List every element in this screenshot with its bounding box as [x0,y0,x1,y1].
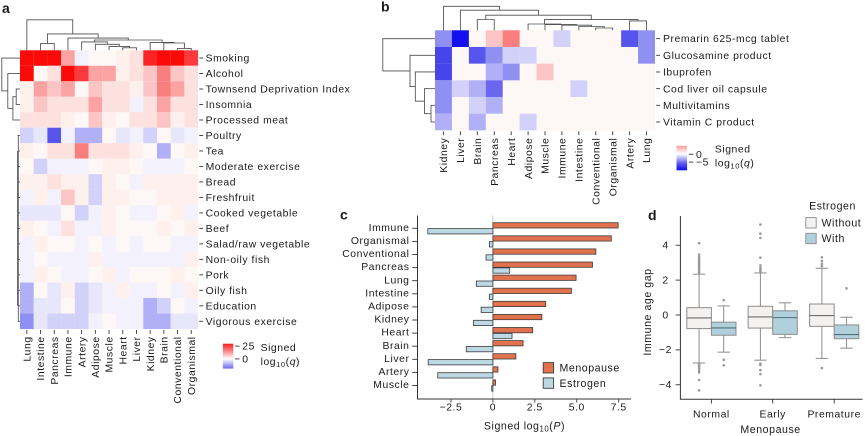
svg-text:Premature: Premature [807,409,860,420]
svg-text:Immune age gap: Immune age gap [642,268,654,355]
svg-text:Vigorous exercise: Vigorous exercise [206,317,298,328]
svg-text:Adipose: Adipose [91,336,102,377]
svg-text:Glucosamine product: Glucosamine product [663,51,772,62]
svg-text:Lung: Lung [642,138,653,163]
svg-text:−4: −4 [659,380,672,391]
svg-text:Lung: Lung [23,336,34,361]
svg-text:−2.5: −2.5 [440,402,463,413]
svg-text:−5: −5 [696,158,709,169]
svg-text:Brain: Brain [473,138,484,165]
svg-text:Signed log10(P): Signed log10(P) [484,420,565,433]
svg-text:Brain: Brain [160,336,171,363]
svg-text:Intestine: Intestine [365,288,409,299]
svg-text:Intestine: Intestine [36,336,47,380]
svg-text:2.5: 2.5 [527,402,543,413]
svg-text:d: d [648,207,657,223]
svg-text:Premarin 625-mcg tablet: Premarin 625-mcg tablet [663,34,789,45]
svg-text:Estrogen: Estrogen [560,378,607,390]
svg-text:Pancreas: Pancreas [490,138,501,186]
svg-text:a: a [2,0,10,16]
svg-text:Menopause: Menopause [740,424,800,436]
svg-text:5.0: 5.0 [569,402,585,413]
svg-text:Conventional: Conventional [173,336,184,403]
svg-text:0: 0 [242,355,248,366]
svg-text:Moderate exercise: Moderate exercise [206,162,301,173]
svg-text:0: 0 [662,310,668,321]
svg-text:Lung: Lung [384,275,409,286]
svg-text:Heart: Heart [381,328,409,339]
svg-text:log10(q): log10(q) [715,158,754,170]
svg-text:0: 0 [490,402,496,413]
svg-text:Kidney: Kidney [146,336,157,371]
svg-text:c: c [340,207,348,223]
svg-text:Artery: Artery [77,336,88,367]
svg-text:Salad/raw vegetable: Salad/raw vegetable [206,239,311,250]
svg-text:Early: Early [759,409,786,420]
svg-text:Pancreas: Pancreas [50,336,61,384]
svg-text:Menopause: Menopause [560,363,620,375]
svg-text:Organismal: Organismal [608,138,619,197]
svg-text:0: 0 [696,150,702,161]
svg-text:Processed meat: Processed meat [206,116,289,127]
svg-text:Artery: Artery [625,137,636,168]
svg-text:Normal: Normal [693,409,730,420]
svg-text:4: 4 [662,241,668,252]
svg-text:Adipose: Adipose [368,302,409,313]
svg-text:Heart: Heart [118,336,129,364]
svg-text:Conventional: Conventional [342,249,409,260]
svg-text:Liver: Liver [456,138,467,163]
svg-text:Cooked vegetable: Cooked vegetable [206,208,299,219]
svg-text:Artery: Artery [378,367,409,378]
svg-text:Signed: Signed [261,343,297,354]
svg-text:Alcohol: Alcohol [206,69,244,80]
svg-text:Conventional: Conventional [591,138,602,205]
svg-text:Without: Without [822,218,862,230]
svg-text:Muscle: Muscle [105,336,116,372]
svg-text:Brain: Brain [382,341,409,352]
svg-text:Organismal: Organismal [187,336,198,395]
svg-text:Freshfruit: Freshfruit [206,193,255,204]
svg-text:Multivitamins: Multivitamins [663,101,730,112]
svg-text:Muscle: Muscle [373,380,409,391]
svg-text:Bread: Bread [206,178,236,189]
svg-text:Beef: Beef [206,224,230,235]
svg-text:Vitamin C product: Vitamin C product [663,118,755,129]
svg-text:Kidney: Kidney [439,137,450,172]
svg-text:Muscle: Muscle [541,138,552,174]
svg-text:Pork: Pork [206,270,230,281]
svg-text:25: 25 [242,342,255,353]
svg-text:b: b [381,0,390,15]
svg-text:Immune: Immune [369,223,410,234]
svg-text:7.5: 7.5 [611,402,627,413]
svg-text:Cod liver oil capsule: Cod liver oil capsule [663,84,768,95]
svg-text:Smoking: Smoking [206,54,250,65]
svg-text:2: 2 [662,275,668,286]
svg-text:Immune: Immune [64,336,75,377]
svg-text:Insomnia: Insomnia [206,100,253,111]
svg-text:Townsend Deprivation Index: Townsend Deprivation Index [206,85,351,96]
svg-text:Non-oily fish: Non-oily fish [206,255,270,266]
svg-text:Pancreas: Pancreas [361,262,409,273]
svg-text:Education: Education [206,301,257,312]
svg-text:−2: −2 [659,345,672,356]
svg-text:Kidney: Kidney [374,315,409,326]
svg-text:Ibuprofen: Ibuprofen [663,68,712,79]
svg-text:Signed: Signed [715,145,751,156]
svg-text:Immune: Immune [558,138,569,179]
svg-text:With: With [822,233,845,245]
svg-text:Estrogen: Estrogen [809,201,856,213]
svg-text:Liver: Liver [384,354,409,365]
svg-text:Poultry: Poultry [206,131,242,142]
svg-text:Adipose: Adipose [524,138,535,179]
svg-text:Liver: Liver [132,336,143,361]
svg-text:Tea: Tea [206,147,224,158]
svg-text:Organismal: Organismal [351,236,410,247]
svg-text:Intestine: Intestine [575,138,586,182]
svg-text:Oily fish: Oily fish [206,286,248,297]
svg-text:log10(q): log10(q) [261,357,300,369]
svg-text:Heart: Heart [507,138,518,166]
